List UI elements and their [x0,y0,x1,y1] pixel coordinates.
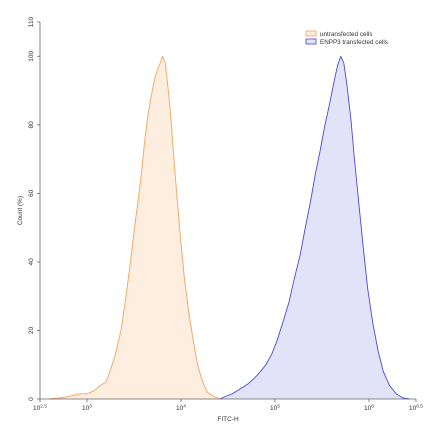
x-tick-label: 104 [176,404,186,413]
plot-area [49,55,410,400]
x-tick-label: 105 [270,404,280,413]
axes: 0 20 40 60 80 100 110 102.5 103 104 105 106 106.5 FIT… [17,16,423,423]
series-line-enpp3-transfected-cells [219,55,410,400]
series-fill-enpp3-transfected-cells [220,56,410,400]
x-tick-label: 106 [364,404,374,413]
legend-swatch-untransfected-cells [305,30,317,37]
y-tick-label: 80 [28,121,35,129]
y-tick-label: 0 [28,397,35,401]
legend-swatch-enpp3-transfected-cells [305,38,317,45]
y-tick-label: 40 [28,258,35,266]
y-tick-label: 60 [28,189,35,197]
legend-label-enpp3-transfected-cells: ENPP3 transfected cells [320,39,388,46]
x-axis-title: FITC-H [217,416,239,423]
x-tick-label: 102.5 [33,404,47,413]
y-tick-label: 20 [28,326,35,334]
series-line-untransfected-cells [49,55,221,400]
y-tick-label: 110 [28,16,35,27]
legend-label-untransfected-cells: untransfected cells [320,31,373,38]
x-tick-label: 106.5 [409,404,423,413]
y-axis-title: Count (%) [17,196,24,225]
x-tick-label: 103 [82,404,92,413]
y-tick-label: 100 [28,50,35,61]
